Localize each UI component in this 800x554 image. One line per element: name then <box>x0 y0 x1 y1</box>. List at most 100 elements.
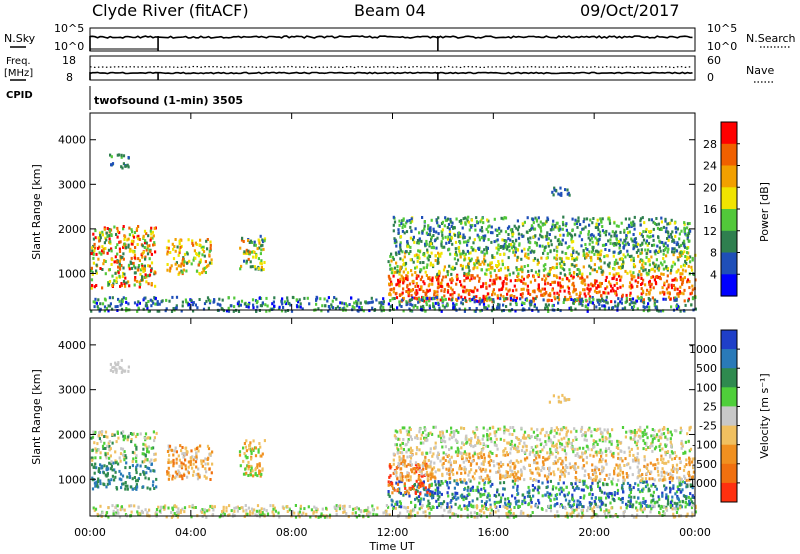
power-cell <box>331 299 334 303</box>
power-cell <box>149 250 152 254</box>
power-cell <box>491 231 494 235</box>
power-cell <box>671 278 674 282</box>
power-cell <box>649 288 652 292</box>
power-cell <box>118 247 121 251</box>
power-cell <box>591 301 595 305</box>
velocity-cell <box>526 494 530 498</box>
power-cell <box>530 249 533 253</box>
power-cell <box>415 282 418 285</box>
power-cell <box>459 241 462 245</box>
power-cell <box>133 231 137 234</box>
power-cell <box>679 254 682 258</box>
velocity-cell <box>437 486 440 490</box>
power-cell <box>504 277 507 280</box>
velocity-cell <box>598 458 602 462</box>
velocity-cell <box>539 450 542 454</box>
power-cell <box>448 264 451 268</box>
nave-line <box>89 65 693 69</box>
power-cell <box>593 268 596 272</box>
power-cell <box>174 249 177 253</box>
power-cell <box>486 263 490 267</box>
power-cell <box>423 299 426 303</box>
velocity-cell <box>128 475 132 479</box>
power-cell <box>659 309 662 313</box>
power-cell <box>618 246 621 250</box>
power-cell <box>549 228 552 232</box>
power-cell <box>404 267 407 271</box>
power-cell <box>101 268 104 271</box>
power-cell <box>467 265 470 269</box>
power-cell <box>514 239 518 243</box>
velocity-cell <box>654 484 657 488</box>
power-cell <box>462 249 465 253</box>
power-cell <box>691 256 694 260</box>
velocity-cell <box>260 454 263 458</box>
power-cell <box>657 235 660 239</box>
power-cell <box>641 234 644 238</box>
velocity-cell <box>419 492 422 496</box>
power-cell <box>481 216 484 220</box>
power-cell <box>545 219 548 223</box>
power-cell <box>120 165 123 169</box>
velocity-cell <box>445 452 448 456</box>
power-cell <box>461 226 464 230</box>
power-cell <box>535 241 538 245</box>
power-cell <box>116 229 119 233</box>
velocity-cell <box>98 431 101 435</box>
power-cell <box>114 305 117 309</box>
power-cell <box>515 268 519 272</box>
power-cell <box>203 254 206 258</box>
power-cell <box>647 248 650 252</box>
power-cell <box>121 299 124 303</box>
power-cell <box>614 300 617 304</box>
velocity-cell <box>555 497 558 501</box>
velocity-cell <box>560 462 563 466</box>
power-cell <box>548 270 551 274</box>
velocity-cell <box>396 488 400 492</box>
velocity-cell <box>690 506 694 510</box>
velocity-cell <box>591 463 594 467</box>
power-cell <box>108 296 111 300</box>
velocity-cell <box>669 487 672 491</box>
power-cell <box>247 303 250 307</box>
power-cell <box>440 285 443 288</box>
velocity-cell <box>115 486 118 489</box>
velocity-cell <box>589 453 592 457</box>
velocity-cell <box>387 493 390 496</box>
velocity-cell <box>660 474 663 478</box>
power-cell <box>403 277 406 281</box>
velocity-cell <box>167 461 170 464</box>
power-cell <box>464 296 467 300</box>
power-cell <box>600 294 603 298</box>
velocity-cell <box>184 464 187 468</box>
power-cell <box>630 221 633 225</box>
velocity-cell <box>541 494 544 498</box>
power-cell <box>634 301 637 305</box>
power-cell <box>192 258 195 262</box>
power-cell <box>559 233 562 237</box>
power-cell <box>542 264 545 268</box>
power-cell <box>468 228 471 232</box>
power-cell <box>154 296 157 300</box>
power-cell <box>412 305 415 309</box>
power-cell <box>121 298 124 302</box>
velocity-cell <box>442 456 445 460</box>
velocity-cell <box>487 481 490 485</box>
power-cell <box>642 309 645 313</box>
velocity-cell <box>114 361 117 365</box>
power-cell <box>566 231 570 235</box>
velocity-cell <box>515 502 518 506</box>
power-cell <box>262 247 265 251</box>
power-cell <box>95 301 98 305</box>
velocity-cell <box>389 466 392 470</box>
velocity-cell <box>469 479 472 483</box>
power-cell <box>466 276 470 280</box>
velocity-cell <box>478 481 481 485</box>
power-cell <box>392 307 395 311</box>
power-cell <box>539 226 542 230</box>
velocity-cell <box>629 505 632 508</box>
power-cell <box>127 245 130 249</box>
velocity-cell <box>532 488 535 492</box>
velocity-cell <box>388 475 391 479</box>
power-cell <box>618 242 621 245</box>
